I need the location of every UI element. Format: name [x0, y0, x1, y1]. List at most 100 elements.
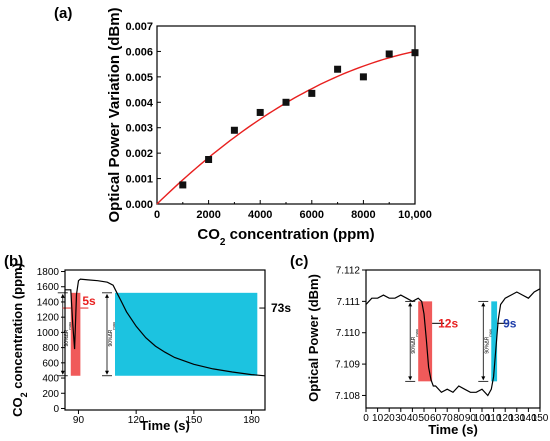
pc-xtick-label: 60: [430, 413, 442, 424]
panel-b-label: (b): [4, 253, 23, 270]
panel-c-inner-label-1: 90%ΔRmax: [411, 329, 419, 354]
panel-a-xtick-label: 8000: [351, 209, 375, 221]
pc-ytick-label: 7.110: [336, 328, 361, 339]
pb-ytick-label: 1800: [37, 267, 60, 278]
panel-a: (a) 0 2000 4000 6000 8000 10,000 0.000 0.001 0.0…: [54, 5, 432, 248]
pb-xtick-label: 150: [186, 415, 203, 426]
pb-ytick-label: 1400: [37, 297, 60, 308]
panel-a-data-point: [205, 156, 213, 163]
panel-a-data-point: [256, 108, 264, 116]
pb-ytick-label: 1600: [37, 282, 60, 293]
pb-ytick-label: 400: [42, 374, 59, 385]
panel-c-recovery-time: 9s: [503, 316, 517, 330]
pc-xtick-label: 80: [453, 413, 465, 424]
panel-a-xlabel: CO2 concentration (ppm): [197, 226, 374, 248]
panel-c-recovery-box: [491, 301, 498, 382]
pc-ytick-label: 7.111: [336, 297, 360, 308]
panel-a-ytick-label: 0.003: [125, 123, 153, 135]
panel-b-ticks: 90 120 150 18002004006008001000120014001600…: [37, 267, 261, 426]
pb-ytick-label: 200: [42, 389, 59, 400]
panel-b-response-time: 5s: [82, 294, 96, 308]
pc-arrowhead: [481, 302, 486, 307]
panel-c-ylabel: Optical Power (dBm): [306, 274, 321, 402]
pc-arrowhead: [408, 302, 413, 307]
panel-b-recovery-box: [115, 292, 258, 376]
panel-a-xtick-label: 2000: [196, 209, 220, 221]
panel-a-ticks: 0 2000 4000 6000 8000 10,000 0.000 0.001 0.002 0.…: [125, 21, 431, 221]
panel-a-fit-curve: [156, 50, 416, 205]
panel-a-xtick-label: 4000: [248, 209, 272, 221]
pc-xtick-label: 30: [395, 413, 407, 424]
panel-b-ylabel: CO2 concentration (ppm): [10, 263, 29, 417]
panel-a-points: [179, 49, 419, 189]
panel-a-ytick-label: 0.001: [125, 174, 153, 186]
pc-ytick-label: 7.112: [336, 266, 361, 277]
panel-b-arrows: [57, 292, 265, 377]
panel-a-label: (a): [54, 5, 72, 22]
pc-ytick-label: 7.108: [335, 391, 360, 402]
panel-a-ytick-label: 0.006: [125, 46, 153, 58]
panel-a-ytick-label: 0.004: [125, 97, 153, 109]
pb-ytick-label: 0: [53, 404, 59, 415]
pc-xtick-label: 90: [465, 413, 477, 424]
pc-xtick-label: 50: [418, 413, 430, 424]
panel-a-data-point: [179, 181, 187, 189]
panel-c-response-box: [418, 301, 433, 382]
panel-a-data-point: [359, 73, 367, 81]
pb-ytick-label: 1000: [37, 328, 60, 339]
panel-c-series-line: [365, 288, 541, 397]
pb-arrowhead: [105, 370, 109, 375]
pb-xtick-label: 180: [243, 415, 260, 426]
panel-c-label: (c): [290, 253, 308, 270]
panel-a-ylabel: Optical Power Variation (dBm): [106, 7, 123, 222]
pb-xtick-label: 90: [73, 415, 85, 426]
pc-arrowhead: [408, 376, 413, 381]
panel-c-xlabel: Time (s): [428, 422, 478, 437]
pc-xtick-label: 130: [508, 413, 525, 424]
panel-b-frame: [64, 269, 266, 411]
panel-b-xlabel: Time (s): [140, 418, 190, 433]
panel-a-frame: [156, 25, 416, 205]
pc-ytick-label: 7.109: [335, 360, 360, 371]
panel-a-data-point: [411, 49, 419, 57]
panel-c-arrows: [405, 300, 510, 382]
pc-xtick-label: 150: [532, 413, 549, 424]
panel-b-series-line: [65, 278, 266, 377]
panel-a-xtick-label: 0: [154, 209, 160, 221]
panel-c-response-time: 12s: [438, 316, 458, 330]
pc-xtick-label: 100: [474, 413, 491, 424]
pb-xtick-label: 120: [128, 415, 145, 426]
pb-ytick-label: 1200: [37, 313, 60, 324]
pc-xtick-label: 10: [372, 413, 384, 424]
pb-ytick-label: 600: [42, 358, 59, 369]
pc-xtick-label: 20: [384, 413, 396, 424]
panel-a-xtick-label: 10,000: [398, 209, 432, 221]
panel-a-ytick-label: 0.007: [125, 21, 153, 33]
panel-a-data-point: [282, 98, 290, 106]
panel-b-inner-label-1: 90%ΔRmax: [64, 322, 72, 347]
pb-arrowhead: [60, 293, 65, 298]
panel-c: (c) 0 10 20 30 40 50 60 70 80 9010011012013014015…: [290, 253, 549, 437]
pb-arrowhead: [60, 370, 65, 375]
pc-xtick-label: 0: [363, 413, 369, 424]
panel-b-recovery-time: 73s: [271, 301, 291, 315]
panel-b-inner-label-2: 90%ΔRmax: [108, 322, 116, 347]
panel-a-ytick-label: 0.005: [125, 72, 153, 84]
pb-arrowhead: [105, 293, 109, 298]
panel-c-inner-label-2: 90%ΔRmax: [484, 329, 492, 354]
pc-xtick-label: 110: [486, 413, 502, 424]
panel-a-data-point: [230, 126, 238, 134]
panel-a-data-point: [308, 89, 316, 97]
panel-a-xtick-label: 6000: [300, 209, 324, 221]
panel-c-frame: [365, 269, 541, 409]
pc-xtick-label: 140: [520, 413, 537, 424]
pc-xtick-label: 40: [407, 413, 419, 424]
panel-a-data-point: [385, 50, 393, 58]
panel-a-data-point: [334, 65, 342, 73]
pb-ytick-label: 800: [42, 343, 59, 354]
pc-arrowhead: [481, 376, 486, 381]
panel-a-ytick-label: 0.000: [125, 199, 153, 211]
panel-b: (b) 90 120 150 1800200400600800100012001400…: [4, 253, 291, 433]
